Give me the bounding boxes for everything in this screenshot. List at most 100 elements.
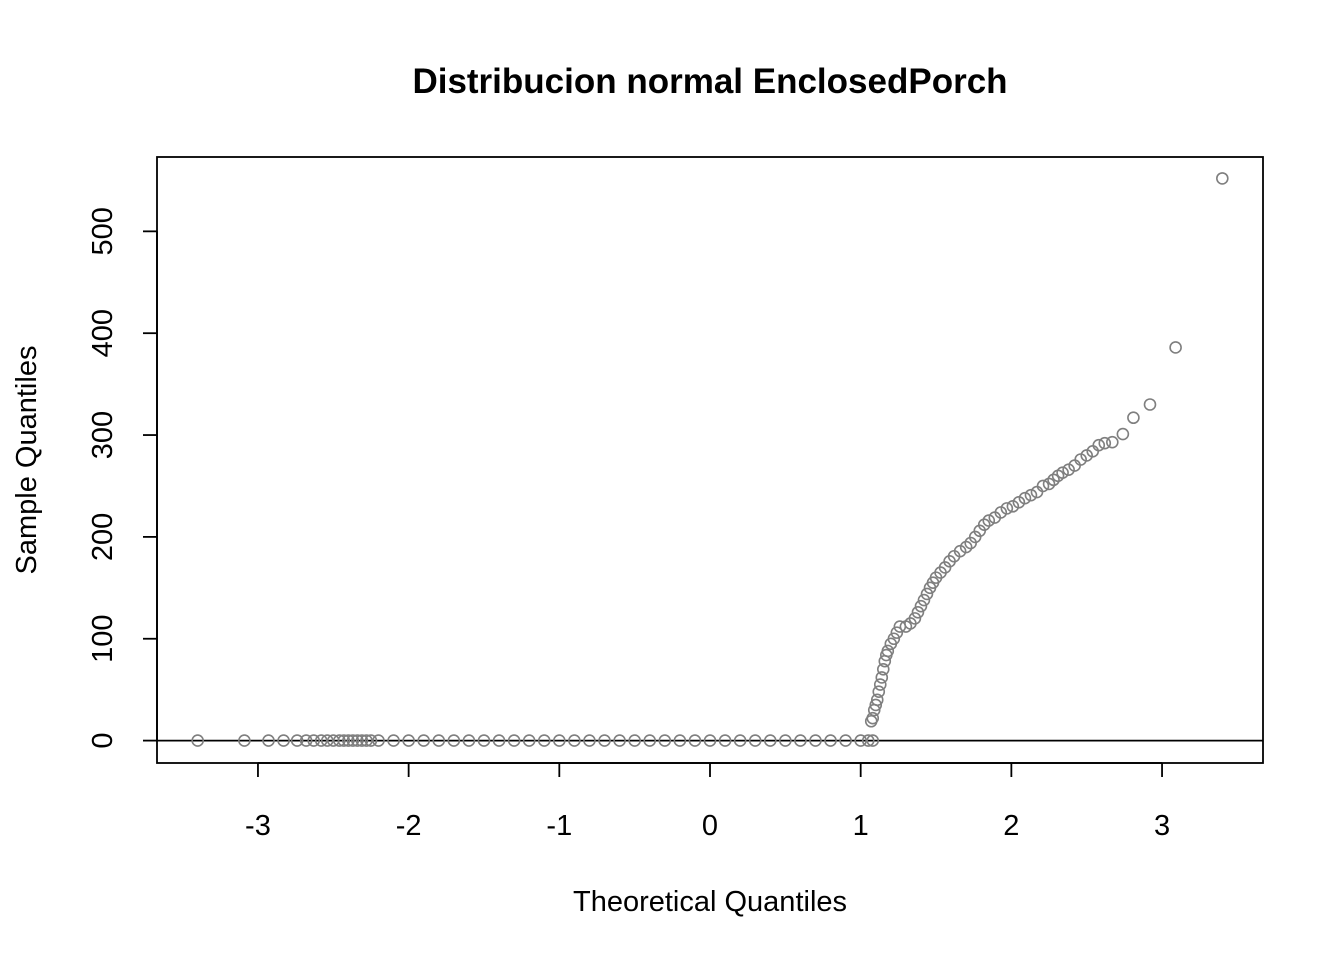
data-point bbox=[290, 734, 304, 747]
data-point bbox=[417, 734, 431, 747]
data-point bbox=[869, 698, 883, 712]
y-tick-label: 0 bbox=[87, 733, 119, 749]
data-point bbox=[673, 734, 687, 747]
data-points bbox=[191, 172, 1229, 747]
data-point bbox=[1024, 488, 1038, 502]
data-point bbox=[866, 734, 880, 747]
data-point bbox=[432, 734, 446, 747]
data-point bbox=[402, 734, 415, 747]
data-point bbox=[1216, 172, 1229, 185]
data-point bbox=[314, 734, 328, 747]
x-tick-label: -3 bbox=[245, 810, 271, 842]
data-point bbox=[1127, 411, 1140, 425]
data-point bbox=[372, 734, 385, 747]
x-tick-label: 1 bbox=[853, 810, 869, 842]
x-tick-label: -2 bbox=[396, 810, 422, 842]
y-tick-label: 400 bbox=[87, 309, 119, 357]
data-point bbox=[492, 734, 506, 747]
data-point bbox=[748, 734, 762, 747]
data-point bbox=[920, 587, 934, 601]
data-point bbox=[277, 734, 290, 747]
data-point bbox=[861, 734, 875, 747]
data-point bbox=[908, 612, 922, 625]
data-point bbox=[568, 734, 581, 747]
data-point bbox=[1169, 341, 1182, 354]
y-tick-label: 300 bbox=[87, 411, 119, 459]
data-point bbox=[887, 632, 901, 646]
y-axis-label: Sample Quantiles bbox=[11, 346, 43, 575]
data-point bbox=[1098, 436, 1112, 450]
data-point bbox=[447, 734, 461, 747]
y-axis: 0 100 200 300 400 500 bbox=[87, 207, 158, 749]
data-point bbox=[688, 734, 702, 747]
data-point bbox=[333, 734, 346, 747]
data-point bbox=[507, 734, 521, 747]
chart-title: Distribucion normal EnclosedPorch bbox=[412, 62, 1007, 101]
data-point bbox=[914, 599, 928, 613]
x-tick-label: 2 bbox=[1003, 810, 1019, 842]
data-point bbox=[1036, 479, 1050, 493]
data-point bbox=[658, 734, 672, 747]
x-axis-label: Theoretical Quantiles bbox=[573, 886, 847, 918]
data-point bbox=[553, 734, 566, 747]
data-point bbox=[307, 734, 321, 747]
data-point bbox=[876, 662, 890, 676]
data-point bbox=[1092, 438, 1106, 452]
data-point bbox=[873, 678, 887, 691]
data-point bbox=[462, 734, 476, 747]
data-point bbox=[1018, 491, 1032, 505]
data-point bbox=[537, 734, 551, 747]
x-tick-label: 3 bbox=[1154, 810, 1170, 842]
data-point bbox=[351, 734, 364, 747]
data-point bbox=[917, 593, 931, 607]
data-point bbox=[809, 734, 822, 747]
data-point bbox=[191, 734, 204, 747]
x-axis: -3 -2 -1 0 1 2 3 bbox=[245, 762, 1170, 842]
data-point bbox=[911, 605, 925, 619]
data-point bbox=[522, 734, 536, 747]
data-point bbox=[703, 734, 717, 747]
data-point bbox=[387, 734, 400, 747]
data-point bbox=[360, 734, 373, 747]
data-point bbox=[872, 685, 886, 699]
data-point bbox=[262, 734, 275, 747]
data-point bbox=[613, 734, 626, 747]
data-point bbox=[342, 734, 355, 747]
data-point bbox=[854, 734, 867, 747]
data-point bbox=[238, 734, 251, 747]
data-point bbox=[890, 626, 904, 639]
y-tick-label: 200 bbox=[87, 513, 119, 561]
data-point bbox=[299, 734, 313, 747]
data-point bbox=[779, 734, 792, 747]
data-point bbox=[364, 734, 378, 747]
data-point bbox=[477, 734, 491, 747]
data-point bbox=[881, 644, 895, 658]
x-tick-label: 0 bbox=[702, 810, 718, 842]
data-point bbox=[824, 734, 837, 747]
y-tick-label: 500 bbox=[87, 207, 119, 255]
data-point bbox=[875, 671, 889, 684]
plot-frame bbox=[156, 156, 1264, 764]
data-point bbox=[583, 734, 596, 747]
data-point bbox=[598, 734, 611, 747]
data-point bbox=[355, 734, 369, 747]
data-point bbox=[718, 734, 732, 747]
data-point bbox=[320, 734, 334, 747]
data-point bbox=[1056, 466, 1069, 480]
data-point bbox=[1106, 435, 1119, 449]
x-tick-label: -1 bbox=[546, 810, 572, 842]
data-point bbox=[870, 693, 884, 707]
data-point bbox=[1000, 502, 1014, 515]
y-tick-label: 100 bbox=[87, 615, 119, 663]
data-point bbox=[643, 734, 657, 747]
data-point bbox=[839, 734, 852, 747]
data-point bbox=[346, 734, 360, 747]
data-point bbox=[337, 734, 351, 747]
data-point bbox=[763, 734, 777, 747]
data-point bbox=[628, 734, 641, 747]
data-point bbox=[794, 734, 807, 747]
data-point bbox=[866, 711, 880, 725]
data-point bbox=[982, 514, 996, 527]
data-point bbox=[733, 734, 747, 747]
